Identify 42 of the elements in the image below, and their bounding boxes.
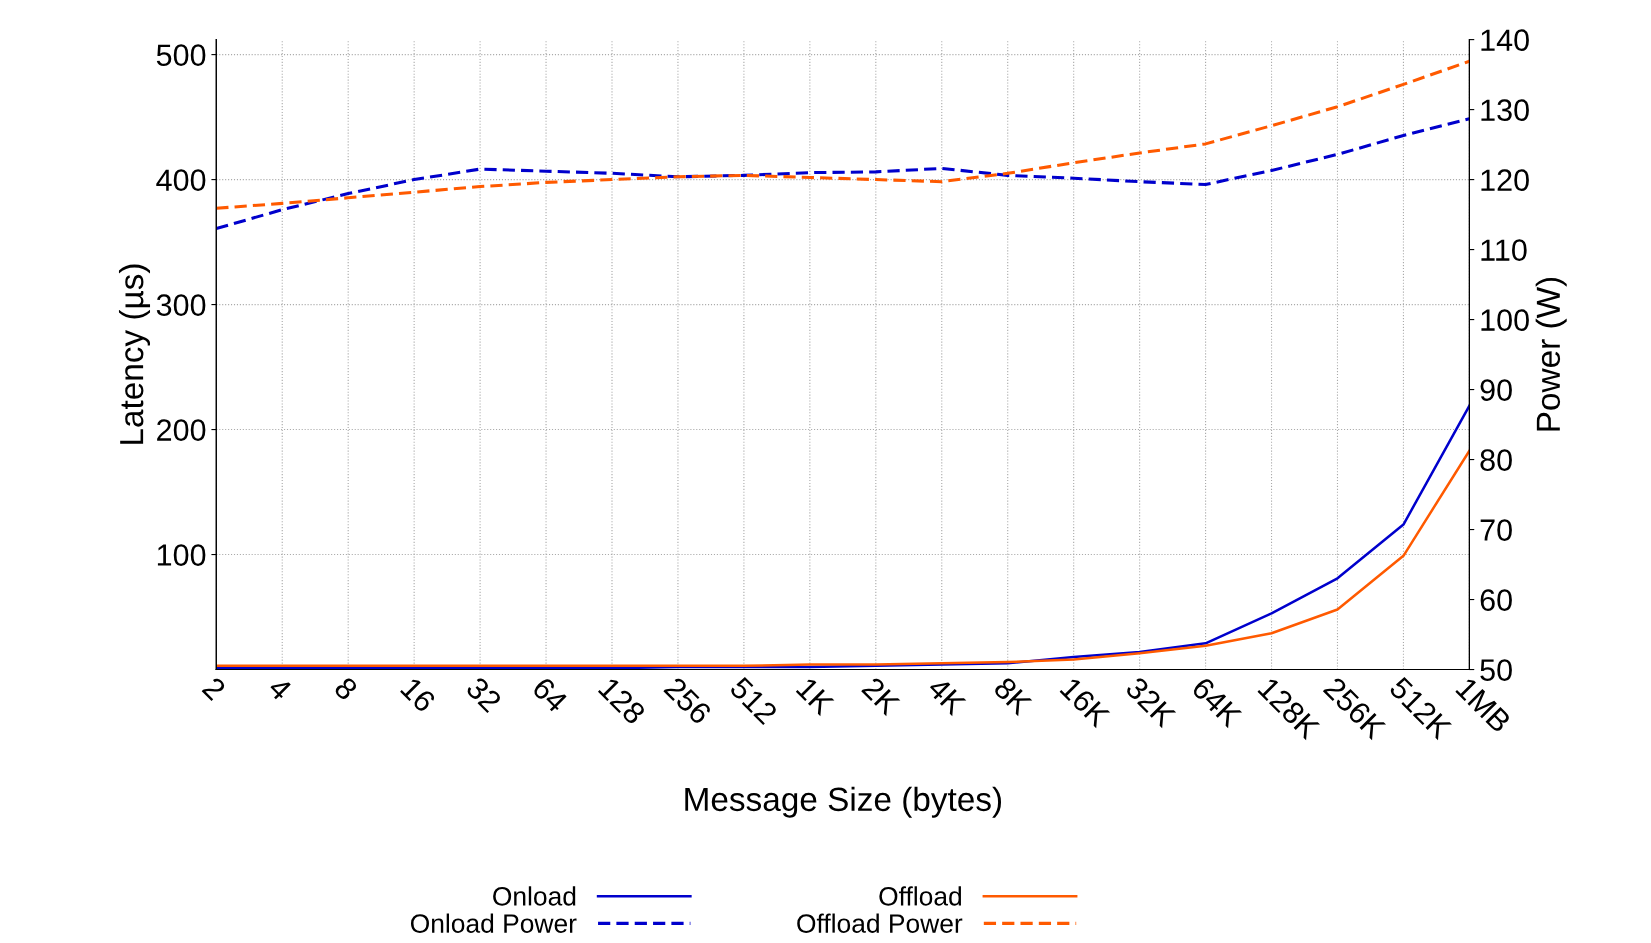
- y-tick-label: 200: [157, 419, 206, 441]
- y2-tick-label: 140: [1481, 29, 1529, 51]
- line-series: [216, 449, 1470, 668]
- y-tick-label: 500: [156, 44, 206, 66]
- x-tick-label: 8: [333, 675, 359, 702]
- x-tick-label: 256: [663, 676, 713, 726]
- y2-axis-title: Power (W): [1535, 277, 1567, 431]
- y2-tick-label: 70: [1480, 519, 1512, 541]
- y2-tick-label: 50: [1480, 659, 1512, 681]
- x-tick-label: 2K: [861, 676, 902, 717]
- y2-tick-label: 60: [1480, 589, 1512, 611]
- y2-tick-label: 110: [1481, 239, 1527, 261]
- x-tick-label: 2: [201, 676, 227, 701]
- x-tick-label: 4K: [926, 675, 968, 717]
- legend-label: Onload Power: [410, 913, 577, 933]
- y2-tick-label: 120: [1481, 169, 1529, 191]
- x-axis-title: Message Size (bytes): [685, 786, 1002, 818]
- y-tick-label: 400: [156, 169, 206, 191]
- x-tick-label: 16K: [1059, 676, 1112, 729]
- y2-tick-label: 90: [1480, 379, 1512, 401]
- line-series: [216, 404, 1470, 670]
- y-tick-label: 100: [157, 544, 206, 566]
- y-tick-label: 300: [156, 294, 206, 316]
- x-tick-label: 32K: [1124, 675, 1178, 729]
- y-axis-title: Latency (µs): [118, 264, 151, 444]
- x-tick-label: 16: [399, 676, 437, 714]
- x-tick-label: 64K: [1190, 676, 1244, 729]
- x-tick-label: 8K: [992, 675, 1034, 717]
- x-tick-label: 4: [267, 675, 293, 702]
- x-tick-label: 128: [597, 676, 647, 726]
- x-tick-label: 512: [728, 675, 779, 726]
- y2-tick-label: 100: [1481, 309, 1529, 331]
- y2-tick-label: 130: [1481, 99, 1529, 121]
- x-tick-label: 1K: [795, 676, 836, 717]
- x-tick-label: 64: [531, 676, 569, 714]
- legend-label: Offload Power: [797, 913, 963, 933]
- legend-label: Onload: [493, 886, 576, 906]
- legend-label: Offload: [879, 886, 962, 906]
- line-series: [216, 59, 1470, 210]
- y2-tick-label: 80: [1480, 449, 1512, 471]
- line-series: [216, 117, 1470, 231]
- x-tick-label: 32: [465, 675, 503, 714]
